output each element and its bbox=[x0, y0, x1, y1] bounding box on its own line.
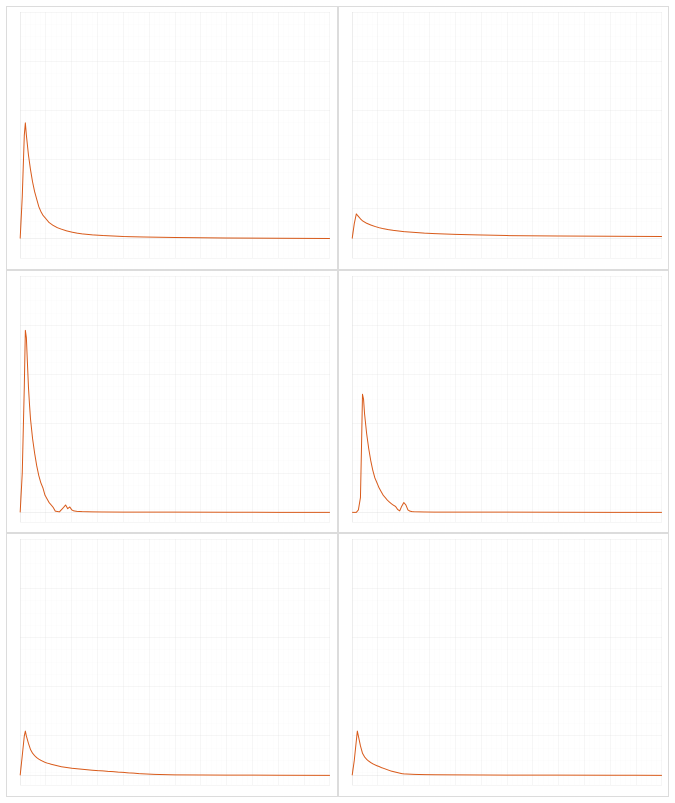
chart-svg bbox=[7, 7, 337, 269]
chart-svg bbox=[339, 7, 669, 269]
chart-svg bbox=[339, 271, 669, 533]
chart-svg bbox=[7, 534, 337, 796]
chart-panel-0-0 bbox=[6, 6, 338, 270]
chart-panel-2-1 bbox=[338, 533, 670, 797]
chart-panel-1-0 bbox=[6, 270, 338, 534]
chart-panel-2-0 bbox=[6, 533, 338, 797]
charts-grid bbox=[0, 0, 675, 803]
chart-svg bbox=[7, 271, 337, 533]
chart-panel-1-1 bbox=[338, 270, 670, 534]
chart-svg bbox=[339, 534, 669, 796]
chart-panel-0-1 bbox=[338, 6, 670, 270]
